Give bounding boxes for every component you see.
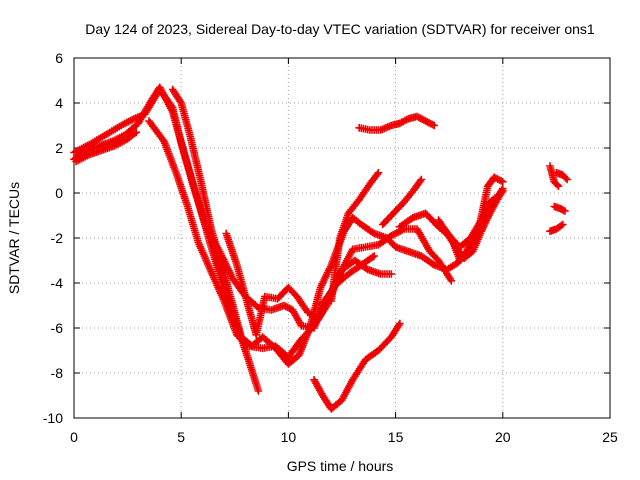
y-tick-label: 6 xyxy=(55,50,63,66)
y-axis-label: SDTVAR / TECUs xyxy=(6,182,22,294)
y-tick-label: -10 xyxy=(43,410,63,426)
data-point xyxy=(254,387,263,395)
series-track-8 xyxy=(327,169,383,305)
y-tick-label: 2 xyxy=(55,140,63,156)
data-point xyxy=(132,128,140,137)
y-tick-label: -6 xyxy=(51,320,64,336)
data-point xyxy=(563,175,571,184)
data-point xyxy=(561,207,569,215)
series-track-3 xyxy=(72,128,140,166)
data-point xyxy=(447,277,456,285)
x-tick-label: 10 xyxy=(281,429,297,445)
x-tick-label: 15 xyxy=(388,429,404,445)
chart-title: Day 124 of 2023, Sidereal Day-to-day VTE… xyxy=(85,21,595,37)
data-point xyxy=(559,220,567,229)
data-point xyxy=(430,121,438,130)
data-point xyxy=(499,178,507,186)
x-tick-label: 20 xyxy=(495,429,511,445)
series-track-15 xyxy=(550,202,569,215)
y-tick-label: -2 xyxy=(51,230,64,246)
x-tick-label: 5 xyxy=(177,429,185,445)
series-track-9 xyxy=(378,175,426,229)
x-axis-label: GPS time / hours xyxy=(287,458,394,474)
data-point xyxy=(417,175,426,184)
x-tick-label: 25 xyxy=(602,429,618,445)
series-track-17 xyxy=(552,169,571,184)
series-track-14 xyxy=(546,162,563,190)
data-point xyxy=(387,270,396,278)
data-point xyxy=(374,169,383,177)
axis-ticks: 0 5 10 15 20 25 -10 -8 -6 -4 -2 0 2 4 6 xyxy=(43,50,618,445)
data-series xyxy=(70,83,571,413)
x-tick-label: 0 xyxy=(70,429,78,445)
y-tick-label: 0 xyxy=(55,185,63,201)
series-track-12 xyxy=(439,173,507,265)
series-track-5 xyxy=(168,85,507,368)
y-tick-label: 4 xyxy=(55,95,63,111)
data-point xyxy=(554,182,563,190)
series-track-2 xyxy=(70,83,263,395)
y-tick-label: -8 xyxy=(51,365,64,381)
data-point xyxy=(499,187,507,195)
data-point xyxy=(370,252,378,260)
y-tick-label: -4 xyxy=(51,275,64,291)
series-track-13 xyxy=(355,112,438,134)
series-track-7 xyxy=(310,319,404,413)
data-point xyxy=(396,319,404,328)
series-track-16 xyxy=(546,220,567,235)
